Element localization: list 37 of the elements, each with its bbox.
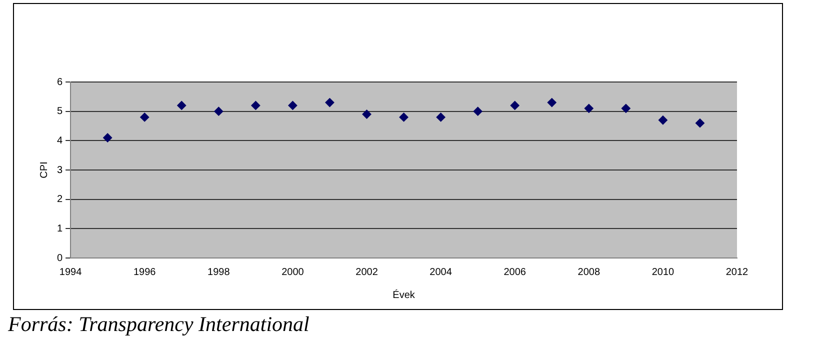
text: Forrás: Transparency International bbox=[8, 312, 310, 337]
y-tick-label: 2 bbox=[57, 194, 63, 206]
y-tick-label: 3 bbox=[57, 164, 63, 176]
point bbox=[547, 98, 556, 108]
x-tick-label: 2012 bbox=[726, 266, 749, 278]
x-tick-label: 2006 bbox=[504, 266, 526, 278]
point bbox=[251, 100, 260, 110]
point bbox=[584, 104, 594, 113]
point bbox=[140, 112, 150, 122]
y-tick-label: 6 bbox=[57, 76, 63, 88]
x-tick-label: 2010 bbox=[652, 266, 675, 278]
point bbox=[362, 110, 372, 119]
point bbox=[436, 112, 446, 122]
point bbox=[177, 100, 186, 110]
point bbox=[399, 112, 408, 122]
y-tick-label: 1 bbox=[57, 223, 63, 234]
point bbox=[214, 106, 224, 116]
point bbox=[473, 106, 482, 116]
x-tick-label: 1998 bbox=[208, 266, 230, 278]
y-tick-label: 5 bbox=[57, 106, 63, 118]
x-tick-label: 2002 bbox=[356, 266, 378, 278]
x-tick-label: 1996 bbox=[133, 266, 156, 278]
x-tick-label: 2004 bbox=[430, 266, 452, 278]
x-tick-label: 2008 bbox=[578, 266, 600, 278]
x-tick-label: 2000 bbox=[282, 266, 304, 278]
point bbox=[288, 100, 298, 110]
x-axis-title: Évek bbox=[392, 288, 416, 301]
point bbox=[695, 118, 704, 128]
point bbox=[658, 116, 668, 125]
y-tick-label: 4 bbox=[57, 135, 63, 146]
x-tick-label: 1994 bbox=[59, 266, 82, 278]
y-tick-label: 0 bbox=[57, 252, 63, 264]
point bbox=[510, 100, 520, 110]
point bbox=[103, 133, 112, 142]
y-axis-title: CPI bbox=[38, 162, 50, 178]
point bbox=[325, 98, 334, 108]
point bbox=[621, 104, 630, 113]
